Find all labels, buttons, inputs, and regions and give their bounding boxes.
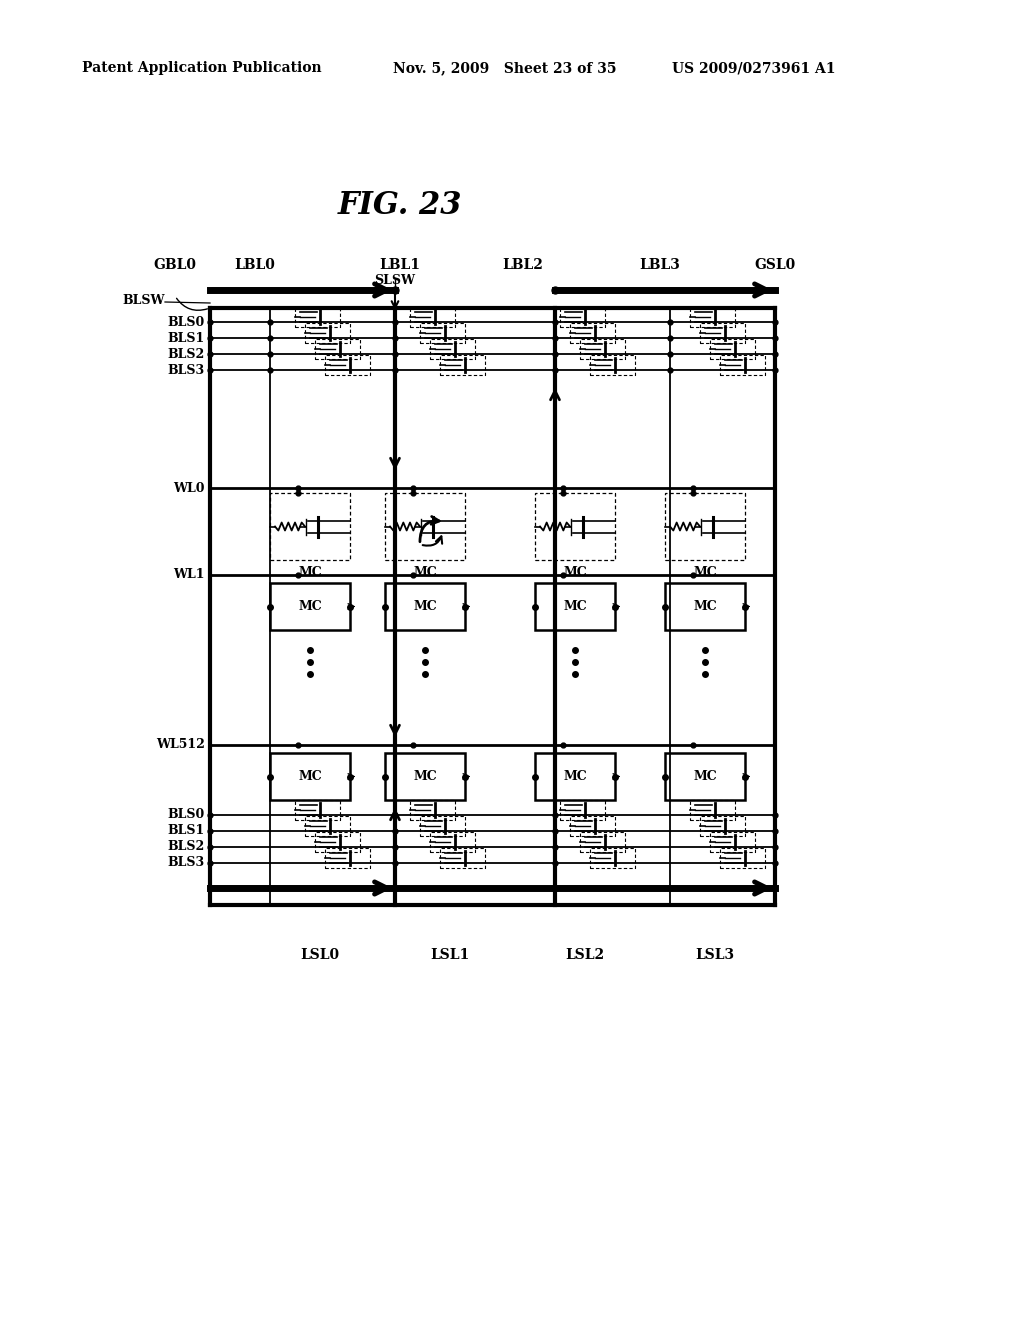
Text: BLS3: BLS3 [168, 363, 205, 376]
Bar [315, 832, 360, 851]
Bar [720, 355, 765, 375]
Text: SLSW: SLSW [375, 273, 416, 286]
Bar [295, 800, 340, 820]
Bar [690, 800, 735, 820]
Text: MC: MC [693, 565, 717, 578]
Text: MC: MC [693, 770, 717, 783]
Text: BLS0: BLS0 [168, 315, 205, 329]
Text: GBL0: GBL0 [154, 257, 197, 272]
Bar [535, 583, 615, 630]
Text: MC: MC [298, 601, 322, 612]
Text: BLS0: BLS0 [168, 808, 205, 821]
Text: LSL1: LSL1 [430, 948, 470, 962]
Text: LBL0: LBL0 [234, 257, 275, 272]
Text: WL1: WL1 [173, 569, 205, 582]
Text: WL512: WL512 [156, 738, 205, 751]
Text: MC: MC [413, 601, 437, 612]
Bar [305, 816, 350, 836]
Bar [570, 816, 615, 836]
Text: MC: MC [693, 601, 717, 612]
Bar [720, 847, 765, 869]
Bar [430, 339, 475, 359]
Text: BLS1: BLS1 [168, 825, 205, 837]
Text: FIG. 23: FIG. 23 [338, 190, 462, 220]
Text: GSL0: GSL0 [755, 257, 796, 272]
Bar [560, 800, 605, 820]
Text: LBL3: LBL3 [640, 257, 680, 272]
Bar [305, 323, 350, 343]
Text: LSL2: LSL2 [565, 948, 604, 962]
Text: LBL1: LBL1 [380, 257, 421, 272]
Bar [590, 355, 635, 375]
Text: Nov. 5, 2009   Sheet 23 of 35: Nov. 5, 2009 Sheet 23 of 35 [393, 61, 616, 75]
Bar [440, 847, 485, 869]
Text: US 2009/0273961 A1: US 2009/0273961 A1 [672, 61, 836, 75]
Text: LSL0: LSL0 [300, 948, 340, 962]
Bar [325, 355, 370, 375]
Text: BLS1: BLS1 [168, 331, 205, 345]
Bar [420, 323, 465, 343]
Bar [385, 752, 465, 800]
Bar [580, 832, 625, 851]
Text: BLSW: BLSW [123, 293, 165, 306]
Bar [385, 492, 465, 560]
Bar [700, 323, 745, 343]
Bar [410, 308, 455, 327]
Bar [440, 355, 485, 375]
Bar [295, 308, 340, 327]
Text: MC: MC [298, 565, 322, 578]
Bar [560, 308, 605, 327]
Text: MC: MC [413, 770, 437, 783]
Bar [420, 816, 465, 836]
Text: MC: MC [563, 601, 587, 612]
Text: BLS2: BLS2 [168, 841, 205, 854]
Bar [315, 339, 360, 359]
Bar [385, 583, 465, 630]
Text: BLS2: BLS2 [168, 347, 205, 360]
Bar [430, 832, 475, 851]
Bar [700, 816, 745, 836]
Bar [710, 832, 755, 851]
Bar [535, 492, 615, 560]
Text: MC: MC [413, 565, 437, 578]
Bar [270, 492, 350, 560]
Bar [270, 752, 350, 800]
Bar [570, 323, 615, 343]
Bar [580, 339, 625, 359]
Bar [690, 308, 735, 327]
Bar [270, 583, 350, 630]
Bar [665, 492, 745, 560]
Bar [325, 847, 370, 869]
Text: MC: MC [563, 770, 587, 783]
Bar [710, 339, 755, 359]
Text: LBL2: LBL2 [503, 257, 544, 272]
Bar [410, 800, 455, 820]
Bar [665, 752, 745, 800]
Text: MC: MC [563, 565, 587, 578]
Text: MC: MC [298, 770, 322, 783]
Text: WL0: WL0 [173, 482, 205, 495]
Bar [590, 847, 635, 869]
Text: LSL3: LSL3 [695, 948, 734, 962]
Text: Patent Application Publication: Patent Application Publication [82, 61, 322, 75]
Text: BLS3: BLS3 [168, 857, 205, 870]
Bar [535, 752, 615, 800]
Bar [665, 583, 745, 630]
